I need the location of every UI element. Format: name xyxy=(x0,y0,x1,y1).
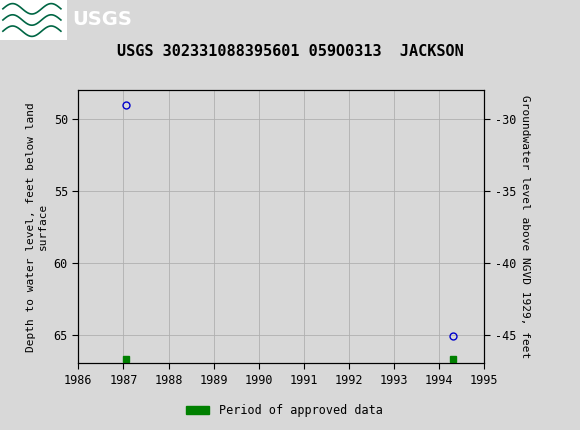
Y-axis label: Depth to water level, feet below land
surface: Depth to water level, feet below land su… xyxy=(27,102,48,352)
Bar xyxy=(0,0,67,40)
Legend: Period of approved data: Period of approved data xyxy=(181,399,387,422)
Y-axis label: Groundwater level above NGVD 1929, feet: Groundwater level above NGVD 1929, feet xyxy=(520,95,530,359)
Text: USGS 302331088395601 059O0313  JACKSON: USGS 302331088395601 059O0313 JACKSON xyxy=(117,44,463,59)
Text: USGS: USGS xyxy=(72,10,132,29)
